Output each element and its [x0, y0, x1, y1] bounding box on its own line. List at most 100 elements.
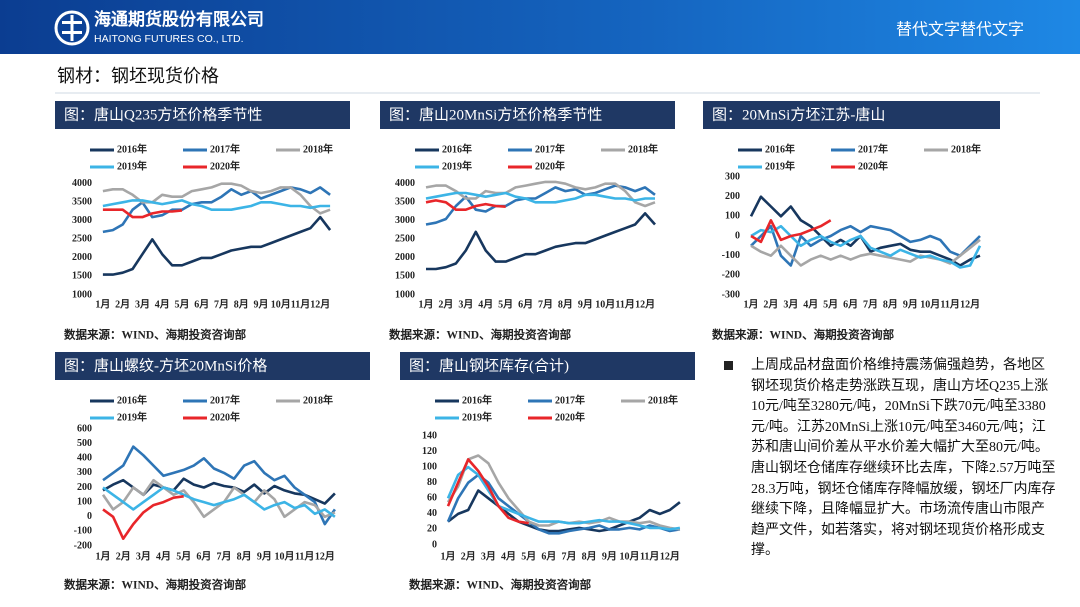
bullet	[724, 361, 733, 370]
x-tick-label: 8月	[234, 298, 249, 310]
series-line	[102, 208, 183, 219]
source-note: 数据来源：WIND、海期投资咨询部	[64, 578, 247, 592]
legend-label: 2020年	[858, 159, 888, 172]
x-tick-label: 12月	[635, 298, 655, 310]
legend-label: 2018年	[303, 142, 333, 155]
x-tick-label: 2月	[116, 550, 131, 562]
y-tick-label: 140	[422, 430, 437, 441]
legend-label: 2020年	[210, 410, 240, 423]
y-tick-label: 3000	[72, 215, 92, 226]
chart-title: 图：唐山Q235方坯价格季节性	[64, 106, 262, 123]
x-tick-label: 12月	[315, 550, 335, 562]
series-line	[102, 215, 332, 276]
legend-label: 2019年	[442, 159, 472, 172]
x-tick-label: 5月	[176, 550, 191, 562]
legend-label: 2020年	[210, 159, 240, 172]
x-tick-label: 9月	[578, 298, 593, 310]
commentary-text: 上周成品材盘面价格维持震荡偏强趋势，各地区钢坯现货价格走势涨跌互现，唐山方坯Q2…	[751, 358, 1056, 559]
y-tick-label: 600	[77, 423, 92, 434]
legend-label: 2017年	[858, 142, 888, 155]
y-tick-label: -200	[74, 540, 92, 551]
series-line	[102, 199, 331, 211]
y-tick-label: -200	[722, 270, 740, 281]
x-tick-label: 11月	[940, 298, 959, 310]
series-line	[446, 473, 681, 535]
legend-label: 2017年	[535, 142, 565, 155]
chart-title-bar	[55, 101, 350, 129]
x-tick-label: 6月	[196, 550, 211, 562]
chart-title: 图：20MnSi方坯江苏-唐山	[712, 106, 885, 123]
y-tick-label: 1500	[72, 271, 92, 282]
x-tick-label: 6月	[194, 298, 209, 310]
legend-label: 2020年	[535, 159, 565, 172]
x-tick-label: 4月	[156, 550, 171, 562]
x-tick-label: 9月	[903, 298, 918, 310]
y-tick-label: 100	[422, 461, 437, 472]
chart-title: 图：唐山钢坯库存(合计)	[409, 357, 569, 374]
y-tick-label: 80	[427, 477, 437, 488]
y-tick-label: 1000	[395, 289, 415, 300]
x-tick-label: 9月	[602, 550, 617, 562]
x-tick-label: 11月	[615, 298, 634, 310]
x-tick-label: 12月	[960, 298, 980, 310]
x-tick-label: 5月	[498, 298, 513, 310]
x-tick-label: 1月	[418, 298, 433, 310]
source-note: 数据来源：WIND、海期投资咨询部	[712, 328, 895, 342]
series-line	[446, 458, 529, 525]
y-tick-label: 120	[422, 446, 437, 457]
legend-label: 2017年	[210, 393, 240, 406]
y-tick-label: -100	[74, 526, 92, 537]
chart-title: 图：唐山螺纹-方坯20MnSi价格	[64, 357, 267, 374]
x-tick-label: 1月	[95, 298, 110, 310]
x-tick-label: 2月	[115, 298, 130, 310]
legend-label: 2018年	[951, 142, 981, 155]
legend-label: 2017年	[555, 393, 585, 406]
chart-title: 图：唐山20MnSi方坯价格季节性	[389, 106, 602, 123]
y-tick-label: 3000	[395, 215, 415, 226]
legend-label: 2019年	[462, 410, 492, 423]
legend-label: 2017年	[210, 142, 240, 155]
y-tick-label: 3500	[72, 197, 92, 208]
x-tick-label: 9月	[257, 550, 272, 562]
series-line	[750, 219, 832, 244]
series-line	[425, 184, 656, 226]
x-tick-label: 3月	[136, 550, 151, 562]
series-line	[102, 486, 336, 518]
y-tick-label: 4000	[72, 178, 92, 189]
legend-label: 2016年	[462, 393, 492, 406]
x-tick-label: 4月	[478, 298, 493, 310]
y-tick-label: 1500	[395, 271, 415, 282]
company-en: HAITONG FUTURES CO., LTD.	[94, 33, 244, 45]
y-tick-label: 0	[87, 511, 92, 522]
y-tick-label: 100	[77, 496, 92, 507]
series-line	[447, 489, 681, 533]
x-tick-label: 6月	[843, 298, 858, 310]
y-tick-label: 100	[725, 211, 740, 222]
x-tick-label: 7月	[538, 298, 553, 310]
section-title: 钢材：钢坯现货价格	[57, 66, 219, 86]
legend-label: 2016年	[765, 142, 795, 155]
y-tick-label: 500	[77, 438, 92, 449]
logo-icon	[54, 10, 90, 46]
y-tick-label: 20	[427, 524, 437, 535]
legend-label: 2018年	[628, 142, 658, 155]
series-line	[750, 224, 981, 267]
x-tick-label: 1月	[96, 550, 111, 562]
y-tick-label: 60	[427, 493, 437, 504]
x-tick-label: 1月	[743, 298, 758, 310]
y-tick-label: 400	[77, 453, 92, 464]
x-tick-label: 8月	[237, 550, 252, 562]
x-tick-label: 1月	[441, 550, 456, 562]
chart-title-bar	[55, 352, 370, 380]
x-tick-label: 5月	[174, 298, 189, 310]
y-tick-label: 2500	[395, 234, 415, 245]
series-line	[102, 445, 336, 526]
legend-label: 2016年	[442, 142, 472, 155]
y-tick-label: 0	[432, 539, 437, 550]
legend-label: 2016年	[117, 393, 147, 406]
x-tick-label: 7月	[217, 550, 232, 562]
y-tick-label: -100	[722, 250, 740, 261]
x-tick-label: 10月	[620, 550, 640, 562]
